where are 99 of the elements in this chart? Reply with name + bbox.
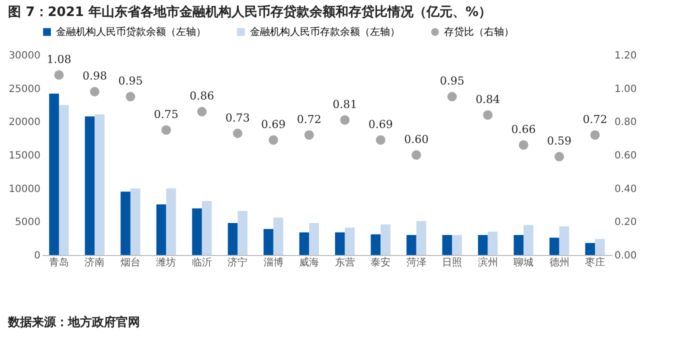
chart-title: 图 7：2021 年山东省各地市金融机构人民币存贷款余额和存贷比情况（亿元、%） [8, 4, 492, 20]
bar [406, 235, 416, 255]
data-label: 0.98 [82, 70, 107, 83]
y-tick-label: 30000 [8, 50, 40, 62]
bar [130, 188, 140, 255]
y-tick-label: 15000 [8, 150, 40, 162]
bar [94, 114, 105, 255]
point [376, 135, 386, 145]
source-note: 数据来源：地方政府官网 [8, 314, 140, 331]
point [90, 86, 100, 96]
data-label: 1.08 [46, 53, 72, 66]
data-label: 0.95 [440, 74, 464, 88]
bar [238, 211, 248, 255]
data-label: 0.69 [261, 118, 286, 131]
bar [595, 239, 605, 255]
point [518, 140, 528, 150]
point [304, 130, 314, 140]
bar [559, 226, 570, 255]
x-tick-label: 日照 [442, 258, 462, 268]
bar [416, 221, 426, 255]
bar [264, 229, 274, 255]
data-label: 0.95 [118, 74, 143, 88]
y2-tick-label: 0.00 [614, 250, 637, 262]
bar [478, 235, 488, 255]
point [161, 125, 171, 135]
x-tick-label: 滨州 [478, 256, 498, 268]
x-tick-label: 威海 [299, 256, 320, 268]
bar [370, 234, 381, 255]
data-label: 0.86 [190, 90, 214, 103]
data-label: 0.73 [225, 111, 250, 124]
point [483, 110, 493, 120]
y2-tick-label: 0.20 [614, 217, 637, 228]
data-label: 0.75 [154, 108, 178, 121]
legend-label: 金融机构人民币贷款余额（左轴） [56, 26, 206, 38]
bar [202, 201, 212, 255]
x-tick-label: 东营 [334, 256, 355, 268]
y2-tick-label: 0.80 [614, 117, 637, 128]
x-tick-label: 临沂 [192, 256, 212, 268]
legend-label: 存贷比（右轴） [444, 26, 514, 38]
point [554, 152, 564, 162]
data-label: 0.69 [368, 118, 393, 131]
bar [488, 232, 498, 255]
bar [452, 235, 462, 255]
y2-tick-label: 1.00 [614, 84, 637, 95]
bar [84, 116, 95, 255]
bar [273, 218, 284, 255]
bar [309, 223, 319, 255]
bar [585, 243, 596, 255]
bar [549, 238, 560, 255]
y2-tick-label: 0.40 [614, 184, 637, 195]
bar [299, 232, 310, 255]
x-tick-label: 枣庄 [585, 256, 606, 268]
y2-tick-label: 1.20 [614, 50, 637, 62]
data-label: 0.59 [547, 134, 572, 148]
point [340, 115, 350, 125]
x-tick-label: 菏泽 [406, 256, 426, 268]
data-label: 0.60 [404, 133, 429, 146]
point [590, 130, 600, 140]
bar [335, 232, 345, 255]
point [126, 92, 136, 102]
x-tick-label: 德州 [549, 256, 570, 268]
bar [380, 224, 390, 255]
bar [192, 208, 202, 255]
x-tick-label: 淄博 [263, 256, 284, 268]
legend-label: 金融机构人民币存款余额（左轴） [250, 26, 400, 38]
point [447, 92, 457, 102]
x-tick-label: 济宁 [228, 256, 248, 268]
x-tick-label: 聊城 [514, 256, 534, 268]
bar [120, 192, 130, 255]
y-tick-label: 25000 [8, 84, 40, 95]
x-tick-label: 泰安 [370, 256, 391, 268]
x-tick-label: 青岛 [48, 256, 69, 268]
point [232, 128, 242, 138]
bar [228, 223, 238, 255]
x-tick-label: 潍坊 [156, 256, 176, 268]
bar [344, 228, 355, 255]
bar [514, 235, 524, 255]
data-label: 0.72 [296, 113, 322, 126]
y-tick-label: 20000 [8, 117, 40, 128]
data-label: 0.72 [582, 113, 608, 126]
y2-tick-label: 0.60 [614, 150, 637, 162]
point [268, 135, 278, 145]
point [197, 106, 207, 116]
x-tick-label: 烟台 [120, 256, 140, 268]
y-tick-label: 0 [34, 250, 40, 262]
bar [166, 188, 176, 255]
y-tick-label: 10000 [8, 184, 40, 195]
y-tick-label: 5000 [15, 217, 40, 228]
data-label: 0.84 [476, 93, 500, 106]
bar [524, 225, 534, 255]
bar [156, 204, 166, 255]
data-label: 0.81 [332, 98, 358, 111]
bar [442, 235, 452, 255]
point [54, 70, 64, 80]
x-tick-label: 济南 [84, 256, 105, 268]
bar [58, 105, 69, 255]
data-label: 0.66 [511, 123, 536, 136]
bar [49, 94, 59, 255]
point [412, 150, 422, 160]
